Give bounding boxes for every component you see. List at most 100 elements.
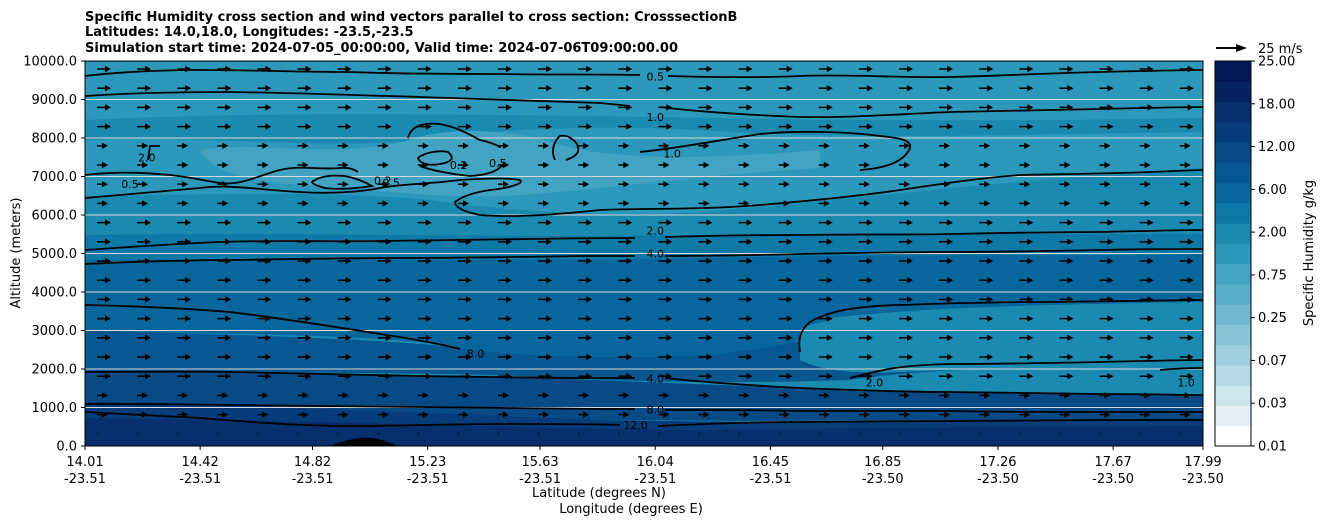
- wind-vector: [618, 65, 633, 73]
- wind-vector-head: [506, 104, 512, 111]
- wind-vector-head: [425, 65, 432, 73]
- wind-vector-head: [385, 238, 392, 245]
- wind-vector: [818, 334, 833, 341]
- wind-vector-head: [305, 123, 312, 130]
- wind-vector: [578, 161, 590, 169]
- wind-vector-head: [265, 353, 272, 361]
- wind-vector-head: [623, 142, 630, 149]
- wind-vector-head: [863, 411, 870, 418]
- colorbar-segment: [1215, 283, 1251, 305]
- y-tick-label: 6000.0: [32, 209, 78, 224]
- wind-vector-head: [1067, 334, 1074, 341]
- wind-vector-head: [623, 200, 630, 207]
- wind-vector: [658, 104, 673, 111]
- wind-vector-head: [746, 257, 753, 265]
- wind-vector: [1019, 315, 1034, 322]
- wind-vector-head: [385, 85, 392, 92]
- wind-vector: [297, 85, 312, 92]
- wind-vector: [858, 181, 870, 188]
- wind-vector: [818, 411, 830, 418]
- wind-vector: [457, 392, 469, 399]
- wind-vector-head: [425, 334, 432, 341]
- wind-vector: [177, 219, 192, 226]
- contour-1.0-inner: [552, 134, 580, 161]
- wind-vector: [899, 353, 913, 361]
- wind-vector: [97, 315, 111, 322]
- wind-vector: [578, 142, 590, 149]
- wind-vector-head: [425, 353, 432, 361]
- wind-vector: [698, 85, 713, 92]
- wind-vector: [137, 104, 152, 111]
- colorbar-tick-label: 0.03: [1258, 397, 1287, 412]
- wind-vector-head: [743, 392, 750, 399]
- wind-vector: [177, 200, 189, 207]
- wind-vector: [1139, 85, 1154, 92]
- wind-vector-head: [586, 104, 593, 111]
- wind-vector-head: [1024, 161, 1031, 169]
- wind-vector-head: [1107, 104, 1114, 111]
- wind-vector: [538, 373, 553, 380]
- wind-vector: [417, 257, 432, 265]
- wind-vector-head: [666, 373, 673, 380]
- wind-vector: [1099, 277, 1114, 284]
- wind-vector: [417, 104, 432, 111]
- wind-vector: [1139, 104, 1154, 111]
- wind-vector: [939, 334, 954, 341]
- wind-vector: [1099, 181, 1111, 188]
- wind-vector-head: [746, 296, 753, 303]
- wind-vector: [658, 123, 673, 130]
- wind-vector-head: [182, 411, 189, 418]
- wind-vector: [337, 353, 352, 361]
- wind-vector-head: [225, 277, 232, 284]
- wind-vector: [939, 123, 954, 130]
- wind-vector: [1179, 85, 1194, 92]
- wind-vector-head: [185, 238, 192, 245]
- wind-vector: [818, 123, 833, 130]
- wind-vector-head: [1107, 296, 1114, 303]
- wind-vector-head: [305, 296, 312, 303]
- wind-vector: [457, 315, 472, 322]
- wind-vector: [738, 373, 753, 380]
- wind-vector-head: [826, 238, 833, 245]
- wind-vector-head: [385, 296, 392, 303]
- contour-label: 2.0: [138, 151, 156, 164]
- wind-vector-head: [506, 277, 512, 284]
- wind-vector: [1099, 296, 1114, 303]
- wind-vector-head: [866, 65, 873, 73]
- wind-vector: [137, 161, 149, 169]
- wind-vector-head: [1187, 123, 1194, 130]
- wind-vector-head: [904, 142, 910, 149]
- wind-vector-head: [185, 373, 192, 380]
- wind-vector: [738, 296, 753, 303]
- wind-vector: [217, 65, 232, 73]
- wind-vector: [1139, 142, 1151, 149]
- wind-vector: [1179, 411, 1191, 418]
- wind-vector-head: [1144, 411, 1151, 418]
- wind-vector: [1179, 161, 1191, 169]
- wind-vector-head: [947, 85, 954, 92]
- wind-vector-head: [823, 392, 830, 399]
- wind-vector: [979, 219, 994, 226]
- wind-vector-head: [1024, 392, 1031, 399]
- wind-vector-head: [626, 373, 633, 380]
- colorbar-segment: [1215, 223, 1251, 244]
- wind-vector-head: [425, 277, 432, 284]
- wind-vector-head: [506, 315, 512, 322]
- wind-vector: [97, 181, 108, 188]
- wind-vector-head: [706, 85, 713, 92]
- wind-vector-head: [1147, 315, 1154, 322]
- wind-vector: [1139, 123, 1154, 130]
- contour-4.0-low: [85, 370, 1203, 396]
- grid-lines: [85, 99, 1203, 408]
- wind-vector: [858, 392, 870, 399]
- wind-vector: [618, 257, 633, 265]
- wind-vector: [618, 161, 630, 169]
- x-tick-label-lon: -23.51: [749, 472, 791, 487]
- wind-vector: [538, 200, 550, 207]
- wind-vector: [538, 85, 553, 92]
- wind-vector: [778, 181, 790, 188]
- wind-vector: [538, 123, 553, 130]
- wind-vector-head: [1187, 277, 1194, 284]
- wind-vector-head: [345, 277, 352, 284]
- wind-vector: [217, 85, 232, 92]
